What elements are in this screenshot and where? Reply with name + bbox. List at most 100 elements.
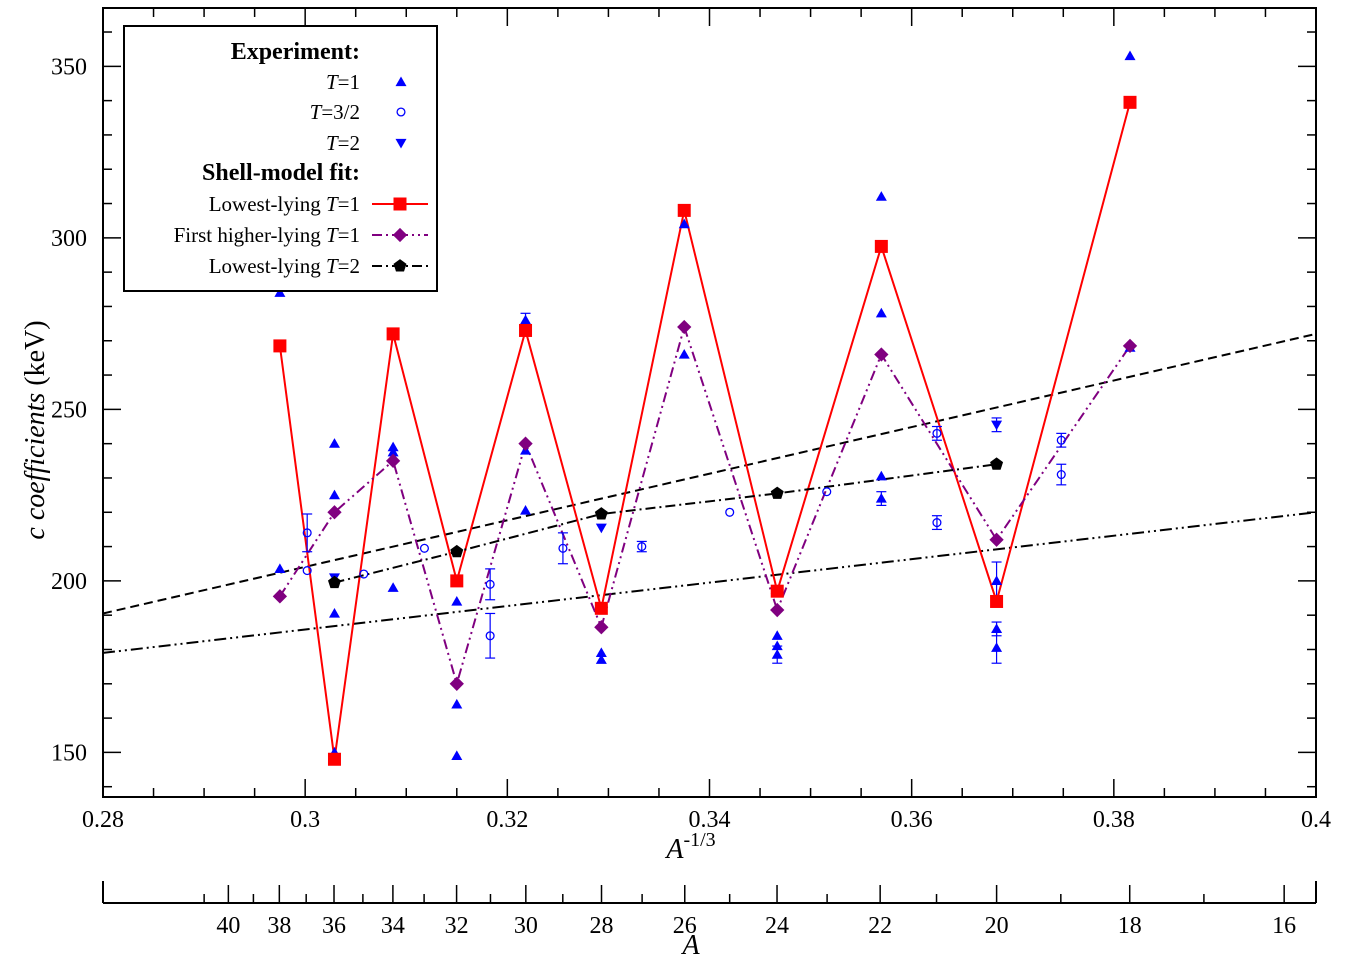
- legend-marker-fitLow: [393, 197, 407, 211]
- point-T1: [875, 191, 887, 201]
- point-fitLow: [327, 752, 341, 766]
- x-axis-label-sup: -1/3: [683, 829, 715, 851]
- point-fitT2: [770, 486, 784, 499]
- data-markers: [272, 50, 1138, 766]
- x2-tick-label: 16: [1272, 913, 1296, 939]
- legend-title-experiment: Experiment:: [231, 39, 360, 65]
- x2-tick-label: 18: [1118, 913, 1142, 939]
- point-T32: [419, 543, 429, 553]
- point-T32: [485, 631, 495, 641]
- point-fitHigh: [518, 436, 533, 451]
- point-T1: [875, 493, 887, 503]
- legend-marker-T32: [396, 107, 406, 117]
- y-tick-label: 150: [51, 740, 87, 766]
- legend: Experiment: Shell-model fit: T=1 T=3/2 T…: [123, 25, 438, 292]
- y-axis-label: c coefficients (keV): [20, 320, 51, 539]
- point-fitT2: [990, 457, 1004, 470]
- x2-axis-label: A: [680, 930, 700, 958]
- point-T32: [302, 528, 312, 538]
- point-fitHigh: [327, 505, 342, 520]
- point-T1: [274, 563, 286, 574]
- y-tick-label: 300: [51, 226, 87, 252]
- x-tick-label: 0.38: [1093, 807, 1135, 833]
- point-T32: [1056, 469, 1066, 480]
- point-T32: [725, 507, 735, 517]
- point-T32: [1056, 435, 1066, 445]
- x-tick-label: 0.3: [290, 807, 320, 833]
- error-bars: [302, 312, 1067, 664]
- point-T1: [274, 287, 286, 297]
- point-fitHigh: [449, 676, 464, 691]
- fit-line-fitT2: [334, 463, 997, 584]
- x-axis-label: A-1/3: [664, 829, 715, 865]
- legend-marker-T1: [395, 76, 407, 87]
- point-T1: [991, 623, 1003, 634]
- point-T1: [595, 654, 607, 664]
- point-T32: [932, 428, 942, 438]
- point-T32: [359, 569, 369, 579]
- point-T32: [932, 518, 942, 528]
- x-tick-label: 0.28: [82, 807, 124, 833]
- point-T2: [991, 420, 1003, 431]
- x2-tick-label: 30: [514, 913, 538, 939]
- point-T1: [991, 642, 1003, 652]
- point-T1: [875, 307, 887, 318]
- legend-marker-fitT2: [393, 259, 407, 272]
- y-tick-label: 250: [51, 397, 87, 423]
- legend-title-fit: Shell-model fit:: [202, 160, 360, 186]
- point-T1: [328, 489, 340, 500]
- point-fitHigh: [594, 620, 609, 635]
- point-fitHigh: [385, 453, 401, 468]
- point-fitLow: [519, 323, 533, 337]
- point-fitHigh: [770, 602, 785, 618]
- x-tick-label: 0.32: [486, 807, 528, 833]
- point-fitHigh: [677, 319, 692, 335]
- point-fitT2: [327, 575, 341, 589]
- point-T1: [520, 314, 532, 325]
- point-T2: [595, 523, 607, 534]
- point-T1: [991, 575, 1003, 586]
- x2-tick-label: 22: [868, 913, 892, 939]
- point-T1: [875, 470, 887, 481]
- point-fitHigh: [272, 589, 288, 604]
- x-axis-label-base: A: [664, 834, 684, 865]
- point-T1: [451, 698, 463, 709]
- x2-tick-label: 38: [267, 913, 291, 939]
- point-T1: [1124, 50, 1136, 61]
- trend-line-dashed: [102, 332, 1317, 615]
- point-T32: [637, 542, 647, 552]
- fit-line-fitHigh: [279, 323, 1131, 688]
- point-fitLow: [386, 327, 400, 341]
- legend-label-t2: T=2: [326, 131, 360, 155]
- legend-label-fit-t2: Lowest-lying T=2: [209, 254, 360, 278]
- x2-tick-label: 26: [673, 913, 697, 939]
- point-T1: [678, 218, 690, 229]
- point-fitHigh: [874, 347, 889, 362]
- legend-label-fit-high: First higher-lying T=1: [174, 223, 360, 247]
- legend-label-fit-low: Lowest-lying T=1: [209, 192, 360, 216]
- point-T1: [771, 640, 783, 651]
- point-T1: [387, 441, 399, 452]
- point-fitLow: [677, 203, 691, 217]
- point-fitLow: [594, 601, 608, 615]
- point-T1: [451, 595, 463, 606]
- point-fitHigh: [989, 532, 1004, 547]
- legend-keys: [372, 76, 428, 272]
- x2-tick-label: 20: [985, 913, 1009, 939]
- point-fitLow: [770, 584, 784, 598]
- point-fitLow: [450, 574, 464, 588]
- point-T1: [387, 446, 399, 457]
- point-T1: [678, 348, 690, 359]
- y-tick-label: 200: [51, 569, 87, 595]
- axis-ticks: [102, 8, 1317, 903]
- legend-marker-fitHigh: [392, 227, 408, 243]
- legend-box: [123, 25, 438, 292]
- x2-tick-label: 40: [216, 913, 240, 939]
- x2-tick-label: 32: [445, 913, 469, 939]
- legend-label-t32: T=3/2: [310, 100, 360, 124]
- tick-labels: 0.28 0.3 0.32 0.34 0.36 0.38 0.4 150 200 250 300 35…: [51, 54, 1331, 939]
- x2-tick-label: 24: [765, 913, 789, 939]
- x2-tick-label: 34: [381, 913, 405, 939]
- x2-tick-label: 28: [590, 913, 614, 939]
